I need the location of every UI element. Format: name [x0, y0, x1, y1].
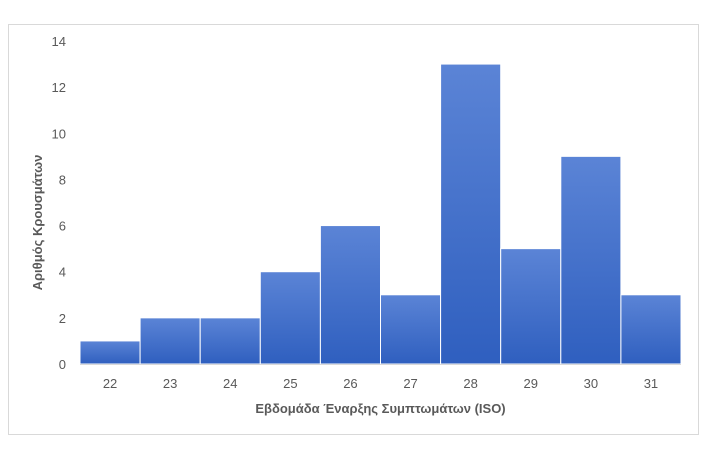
y-axis-title: Αριθμός Κρουσμάτων: [30, 155, 45, 291]
x-tick-label: 30: [584, 376, 598, 391]
bar-week-24: [199, 317, 261, 365]
bar-week-26: [319, 225, 381, 365]
x-tick-label: 29: [524, 376, 538, 391]
y-tick-label: 8: [59, 172, 66, 187]
x-tick-label: 31: [644, 376, 658, 391]
x-tick-label: 25: [283, 376, 297, 391]
bar-week-28: [440, 63, 502, 365]
bar-week-23: [139, 317, 201, 365]
bar-week-29: [500, 248, 562, 365]
bar-week-22: [79, 340, 141, 365]
x-tick-labels: 22 23 24 25 26 27 28 29 30 31: [103, 376, 658, 391]
y-tick-label: 4: [59, 265, 66, 280]
y-tick-label: 14: [52, 34, 66, 49]
y-tick-label: 0: [59, 357, 66, 372]
y-tick-label: 2: [59, 311, 66, 326]
bar-week-27: [380, 294, 442, 365]
y-tick-labels: 0 2 4 6 8 10 12 14: [52, 34, 66, 372]
y-tick-label: 6: [59, 219, 66, 234]
y-tick-label: 10: [52, 126, 66, 141]
bar-week-31: [620, 294, 682, 365]
bar-week-25: [259, 271, 321, 365]
x-tick-label: 23: [163, 376, 177, 391]
x-tick-label: 22: [103, 376, 117, 391]
bars-group: [79, 63, 682, 365]
y-tick-label: 12: [52, 80, 66, 95]
x-tick-label: 28: [463, 376, 477, 391]
x-tick-label: 26: [343, 376, 357, 391]
bar-week-30: [560, 155, 622, 365]
x-axis-title: Εβδομάδα Έναρξης Συμπτωμάτων (ISO): [255, 401, 505, 416]
x-tick-label: 27: [403, 376, 417, 391]
x-tick-label: 24: [223, 376, 237, 391]
